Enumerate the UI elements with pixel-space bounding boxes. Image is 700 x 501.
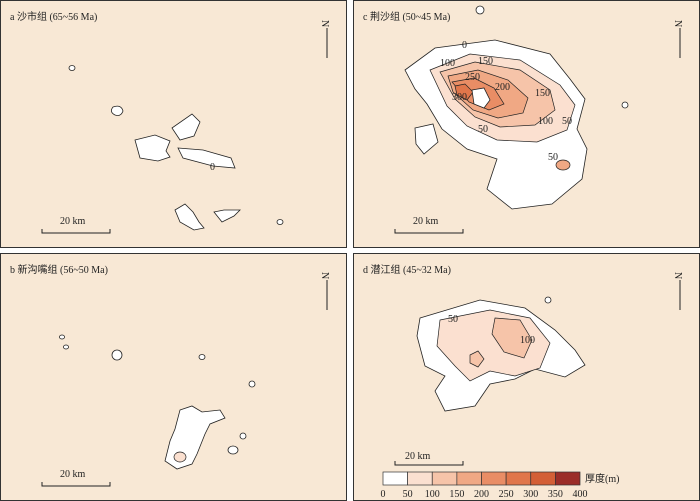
- contour-label: 100: [538, 116, 553, 127]
- north-label: N: [319, 20, 330, 27]
- contour: [239, 432, 247, 440]
- north-label: N: [319, 272, 330, 279]
- contour-label: 50: [562, 116, 572, 127]
- legend-swatch: [530, 471, 556, 486]
- legend-tick-label: 300: [523, 489, 538, 500]
- north-label: N: [672, 20, 683, 27]
- contour-label: 300: [452, 92, 467, 103]
- contour: [471, 87, 491, 109]
- contour-label: 50: [548, 152, 558, 163]
- contour-label: 100: [520, 335, 535, 346]
- legend-tick-label: 200: [474, 489, 489, 500]
- contour: [173, 451, 187, 463]
- contour: [177, 147, 236, 169]
- contour: [111, 349, 123, 361]
- contour: [174, 203, 205, 231]
- panel-c: c 荆沙组 (50~45 Ma) N 0 100 150 200 250 300…: [353, 0, 700, 248]
- contour: [491, 317, 533, 359]
- contour: [475, 5, 485, 15]
- scale-label: 20 km: [405, 451, 431, 462]
- contour: [59, 334, 65, 340]
- legend-swatch: [505, 471, 532, 486]
- legend-swatch: [382, 471, 408, 486]
- contour-label: 250: [465, 72, 480, 83]
- panel-title: a 沙市组 (65~56 Ma): [10, 10, 97, 23]
- contour-label: 50: [478, 124, 488, 135]
- scale-label: 20 km: [60, 216, 86, 227]
- contour: [171, 113, 201, 141]
- north-label: N: [672, 272, 683, 279]
- legend-tick-label: 250: [499, 489, 514, 500]
- panel-frame: [0, 0, 347, 248]
- contour-label: 200: [495, 82, 510, 93]
- contour: [63, 344, 69, 350]
- legend-tick-label: 350: [548, 489, 563, 500]
- contour: [454, 83, 474, 101]
- contour: [198, 354, 206, 360]
- contour: [544, 296, 552, 304]
- contour: [276, 219, 284, 225]
- legend-swatch: [481, 471, 507, 486]
- contour: [621, 101, 629, 109]
- panel-a: a 沙市组 (65~56 Ma) N 0 20 km: [0, 0, 347, 248]
- scale-bar: [394, 229, 464, 234]
- contour: [134, 134, 171, 162]
- legend-tick-label: 400: [573, 489, 588, 500]
- legend-swatch: [555, 471, 581, 486]
- scale-label: 20 km: [413, 216, 439, 227]
- contour-label: 50: [448, 314, 458, 325]
- scale-label: 20 km: [60, 469, 86, 480]
- scale-bar: [41, 229, 111, 234]
- contour-label: 150: [535, 88, 550, 99]
- legend-tick-label: 100: [425, 489, 440, 500]
- legend-tick-label: 150: [449, 489, 464, 500]
- panel-d: d 潜江组 (45~32 Ma) N 50 100 20 km 厚度(m): [353, 253, 700, 501]
- legend-swatch: [456, 471, 482, 486]
- contour: [555, 159, 571, 171]
- contour: [213, 209, 241, 223]
- contour: [227, 445, 239, 455]
- scale-bar: [394, 461, 464, 466]
- contour: [111, 105, 124, 116]
- legend-tick-label: 50: [403, 489, 413, 500]
- panel-b: b 新沟嘴组 (56~50 Ma) N 20 km: [0, 253, 347, 501]
- contour: [248, 380, 256, 388]
- legend-swatch: [431, 471, 458, 486]
- contour-label: 0: [210, 162, 215, 173]
- contour-label: 0: [462, 40, 467, 51]
- panel-title: d 潜江组 (45~32 Ma): [363, 263, 451, 276]
- panel-title: b 新沟嘴组 (56~50 Ma): [10, 263, 108, 276]
- panel-title: c 荆沙组 (50~45 Ma): [363, 10, 450, 23]
- legend-tick-label: 0: [381, 489, 386, 500]
- panel-frame: [353, 253, 700, 501]
- contour-label: 100: [440, 58, 455, 69]
- contour: [414, 123, 439, 155]
- legend-title: 厚度(m): [585, 472, 619, 485]
- contour: [469, 350, 485, 368]
- contour: [68, 65, 76, 71]
- scale-bar: [41, 482, 111, 487]
- legend-swatch: [407, 471, 433, 486]
- contour-label: 150: [478, 56, 493, 67]
